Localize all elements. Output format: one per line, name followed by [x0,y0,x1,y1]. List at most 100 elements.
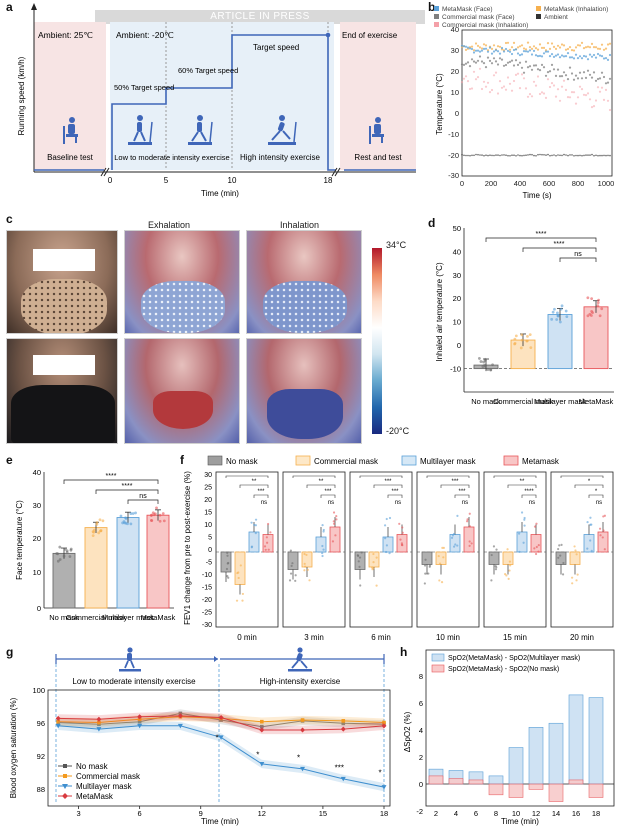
data-point [526,334,529,338]
data-point [564,309,568,313]
f-data-point [533,547,536,550]
scatter-point [608,108,612,112]
f-data-point [424,572,427,575]
scatter-point [515,155,517,157]
sig-e-multilayer: ns [139,493,147,500]
data-point [514,334,518,338]
f-data-point [494,568,498,571]
f-sig-label: *** [324,489,332,495]
scatter-point [508,50,512,53]
data-point [486,368,490,371]
scatter-point [538,69,542,72]
scatter-point [590,106,594,109]
f-data-point [267,548,270,551]
x-tick-label: 14 [552,809,560,818]
scatter-point [510,46,514,49]
f-data-point [372,561,375,564]
scatter-point [512,48,516,52]
scatter-point [582,93,586,96]
f-data-point [303,569,306,572]
data-point [129,512,133,515]
f-data-point [571,582,574,585]
panel-f-ytick: -10 [202,572,212,579]
scatter-point [478,50,482,53]
scatter-point [547,153,549,156]
data-point [586,314,590,318]
scatter-point [579,154,581,157]
scatter-point [526,50,530,53]
scatter-point [556,44,560,47]
target-speed-label: Target speed [253,43,299,52]
f-data-point [427,572,430,575]
scatter-point [574,102,578,105]
scatter-point [523,154,525,157]
scatter-point [556,68,560,71]
panel-f-ytick: -15 [202,585,212,592]
f-data-point [332,522,336,525]
f-data-point [372,552,375,556]
scatter-point [506,61,510,64]
marker [96,727,102,732]
photo-commercial-mask-wearer [6,338,118,444]
f-data-point [520,511,524,514]
f-sig-brackets [225,475,269,498]
scatter-point [472,70,476,73]
f-data-point [589,523,592,526]
scatter-point [560,75,564,78]
x-tick-label: 6 [474,809,478,818]
data-point [598,314,602,318]
scatter-point [512,41,516,45]
f-data-point [401,531,404,534]
scatter-point [562,55,566,58]
scatter-point [472,60,476,63]
legend-f-metamask: Metamask [522,457,560,466]
scatter-point [597,154,599,157]
scatter-point [588,53,592,56]
scatter-point [549,154,551,157]
marker [177,723,183,729]
f-sig-brackets [359,475,403,498]
f-sig-label: * [595,489,598,495]
scatter-point [494,60,498,63]
scatter-point [537,153,539,156]
f-data-point [518,550,521,553]
f-data-point [557,556,560,559]
panel-f-ytick: -5 [206,560,212,567]
scatter-point [464,45,468,48]
bar-vs-no-mask [488,783,504,796]
scatter-point [606,43,610,46]
scatter-point [588,73,592,76]
scatter-point [512,64,516,67]
f-data-point [574,549,577,552]
scatter-point [490,62,494,65]
f-data-point [269,531,272,534]
scatter-point [494,49,498,52]
f-data-point [523,516,526,520]
scatter-point [491,154,493,157]
panel-label-f: f [180,453,184,467]
scatter-point [478,55,482,58]
treadmill-run-icon [288,647,312,672]
seated-rest-icon [369,117,384,144]
scatter-point [558,46,562,49]
scatter-point [511,154,513,156]
legend-b-commercial-inhalation: Commercial mask (Inhalation) [442,22,528,29]
scatter-point [596,77,600,81]
f-data-point [598,527,602,530]
f-data-point [468,540,471,543]
f-bar-0 [421,551,433,565]
scatter-point [558,99,562,102]
x-tick-label: 15 [319,809,327,818]
scatter-point [490,88,494,92]
f-data-point [237,571,240,574]
scatter-point [529,153,531,156]
data-point [600,307,604,311]
f-data-point [575,553,578,556]
f-data-point [308,579,311,582]
f-data-point [321,524,324,527]
scatter-point [566,47,570,51]
speed-60-label: 60% Target speed [178,66,238,75]
sig-star: *** [335,764,344,773]
f-sig-label: ** [520,479,525,485]
f-data-point [601,536,604,539]
